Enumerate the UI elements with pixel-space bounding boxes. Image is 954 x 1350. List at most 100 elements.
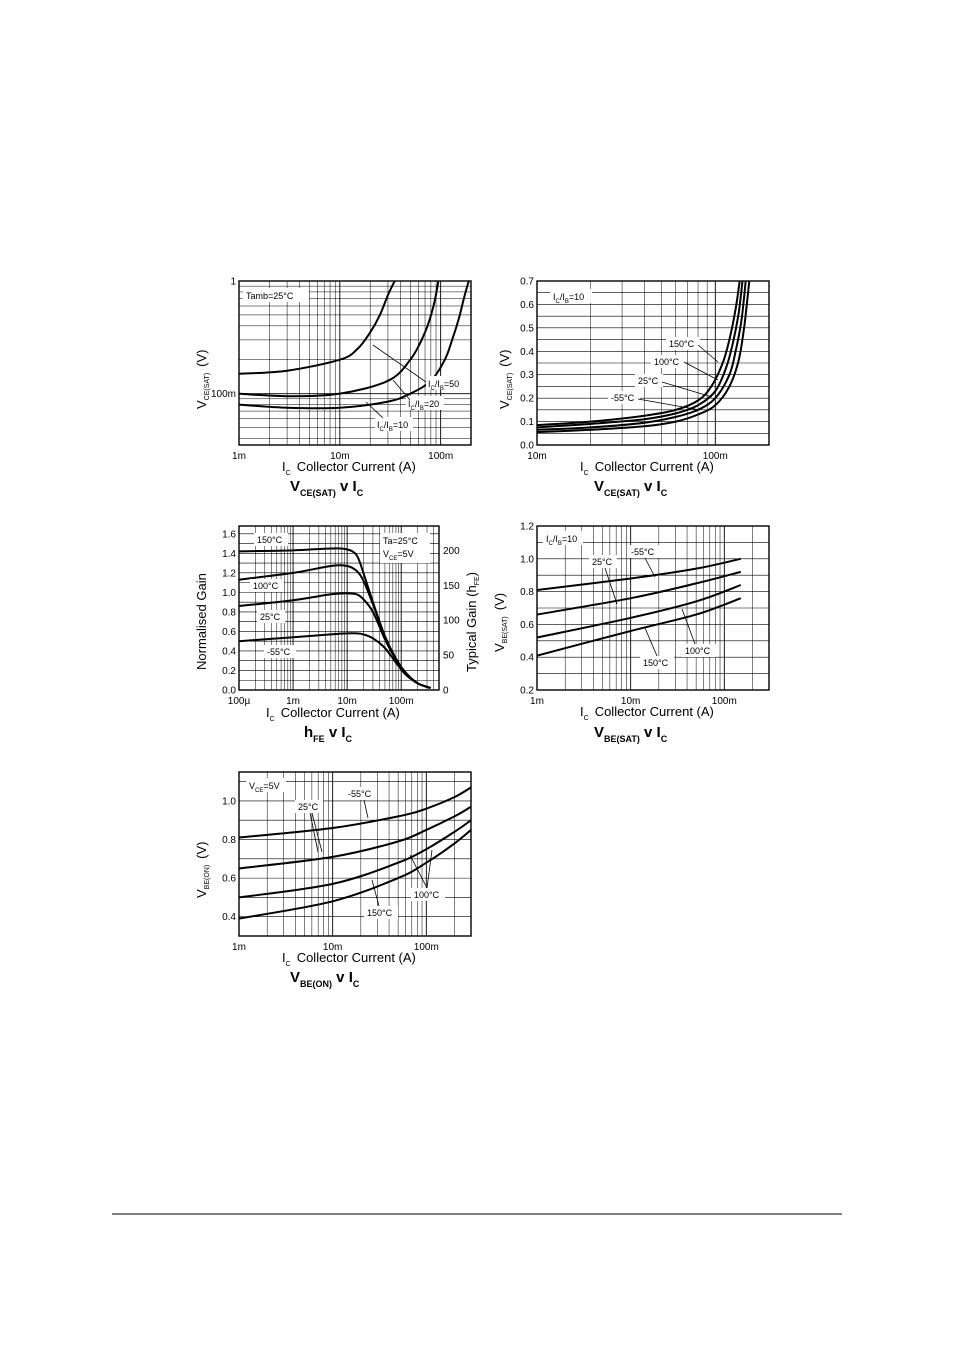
x-tick-label: 100m — [389, 696, 414, 707]
y2-tick-label: 150 — [443, 581, 460, 592]
leader-line — [644, 627, 658, 657]
annotation-ratio-50: IC/IB=50 — [428, 379, 459, 392]
y-tick-label: 0.4 — [222, 646, 236, 657]
series-line-25-c — [239, 592, 431, 689]
chart-hfe-ic: 100µ 1m 10m 100m 0.0 0.2 0.4 0.6 0.8 1.0 1.2 1.4 1.6… — [194, 525, 481, 744]
annotation-ratio-20: IC/IB=20 — [408, 399, 439, 412]
x-tick-label: 1m — [232, 451, 246, 462]
y-axis-label: VBE(SAT)(V) — [492, 593, 509, 652]
label-100c: 100°C — [654, 357, 680, 367]
y-tick-label: 0.0 — [520, 441, 534, 452]
label-25c: 25°C — [298, 802, 319, 812]
x-tick-label: 10m — [527, 451, 546, 462]
y-tick-label: 0.1 — [520, 417, 534, 428]
series-line-55-c — [239, 632, 431, 689]
series-line-ic-ib-50 — [239, 281, 396, 375]
annotation-vce: VCE=5V — [249, 781, 280, 794]
leader-line — [637, 398, 701, 411]
plot-frame — [238, 280, 472, 446]
chart-title: VBE(ON) v IC — [290, 969, 360, 989]
leader-line — [363, 799, 369, 819]
chart-vce-sat-temperature: 10m 100m 0.0 0.1 0.2 0.3 0.4 0.5 0.6 0.7 VCE(SAT)… — [497, 277, 770, 498]
x-tick-label: 10m — [621, 696, 640, 707]
label-150c: 150°C — [367, 908, 393, 918]
x-axis-label: IC Collector Current (A) — [266, 705, 400, 723]
series-line-150-c — [239, 829, 471, 920]
leader-line — [392, 379, 411, 401]
leader-line — [426, 849, 433, 889]
leader-line — [372, 344, 427, 383]
y-tick-label: 1.0 — [520, 554, 534, 565]
series-line-150-c — [537, 281, 741, 427]
y-tick-label: 1.0 — [222, 588, 236, 599]
x-axis-label: IC Collector Current (A) — [282, 950, 416, 968]
x-tick-label: 100m — [703, 451, 728, 462]
x-tick-label: 1m — [232, 942, 246, 953]
leader-line — [644, 557, 656, 578]
x-tick-label: 1m — [530, 696, 544, 707]
y-axis-label: Normalised Gain — [194, 573, 209, 670]
leader-line — [365, 401, 384, 419]
chart-title: hFE v IC — [304, 724, 353, 744]
series-line-55-c — [239, 786, 471, 839]
annotation-tamb: Tamb=25°C — [246, 291, 294, 301]
series-line-25-c — [537, 570, 742, 616]
plot-frame — [238, 771, 472, 937]
x-tick-label: 10m — [330, 451, 349, 462]
leader-line — [697, 344, 719, 363]
annotation-ta: Ta=25°C — [383, 536, 418, 546]
y-tick-label: 1.2 — [222, 568, 236, 579]
y-tick-label: 0.0 — [222, 686, 236, 697]
leader-line — [681, 608, 696, 645]
series-line-55-c — [537, 557, 742, 591]
y-tick-label: 1.6 — [222, 529, 236, 540]
plot-frame — [536, 280, 770, 446]
y2-axis-label: Typical Gain (hFE) — [464, 572, 481, 672]
y2-tick-label: 0 — [443, 686, 449, 697]
label-100c: 100°C — [414, 890, 440, 900]
series-line-150-c — [537, 597, 742, 657]
label-100c: 100°C — [253, 581, 279, 591]
y-axis-label: VBE(ON)(V) — [194, 841, 211, 898]
y2-tick-label: 50 — [443, 651, 455, 662]
leader-line — [309, 812, 319, 853]
y-tick-label: 0.4 — [222, 912, 236, 923]
plot-frame — [536, 525, 770, 691]
leader-line — [311, 812, 323, 853]
series-line-100-c — [537, 584, 742, 639]
label-25c: 25°C — [592, 557, 613, 567]
y-tick-label: 0.6 — [222, 874, 236, 885]
y2-tick-label: 200 — [443, 546, 460, 557]
y-tick-label: 0.4 — [520, 653, 534, 664]
y-tick-label: 0.8 — [222, 607, 236, 618]
y-tick-label: 0.5 — [520, 323, 534, 334]
x-tick-label: 1m — [286, 696, 300, 707]
series-line-55-c — [537, 281, 751, 434]
x-axis-label: IC Collector Current (A) — [282, 459, 416, 477]
y-tick-label: 1.4 — [222, 549, 236, 560]
x-tick-label: 100m — [428, 451, 453, 462]
leader-line — [661, 381, 713, 398]
y-tick-label: 0.3 — [520, 370, 534, 381]
x-tick-label: 10m — [323, 942, 342, 953]
leader-line — [409, 854, 428, 889]
y-tick-label: 0.8 — [520, 587, 534, 598]
y-tick-label: 0.4 — [520, 347, 534, 358]
y-tick-label: 0.6 — [520, 620, 534, 631]
y-tick-label: 1.0 — [222, 796, 236, 807]
annotation-ratio-10: IC/IB=10 — [377, 420, 408, 433]
y-axis-label: VCE(SAT)(V) — [497, 350, 514, 410]
annotation-ic-ib: IC/IB=10 — [546, 534, 577, 547]
label-25c: 25°C — [260, 612, 281, 622]
label-150c: 150°C — [257, 535, 283, 545]
y-tick-label: 0.2 — [222, 666, 236, 677]
series-line-25-c — [239, 805, 471, 870]
label-minus55c: -55°C — [267, 647, 291, 657]
y2-tick-label: 100 — [443, 616, 460, 627]
label-minus55c: -55°C — [611, 393, 635, 403]
x-axis-label: IC Collector Current (A) — [580, 459, 714, 477]
x-tick-label: 100µ — [228, 696, 251, 707]
annotation-ic-ib: IC/IB=10 — [553, 292, 584, 305]
y-tick-label: 0.6 — [520, 300, 534, 311]
